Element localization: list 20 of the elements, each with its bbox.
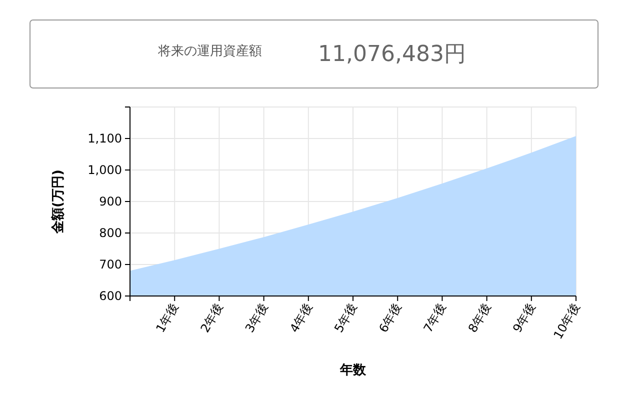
- x-tick-label: 6年後: [376, 300, 404, 335]
- y-tick-label: 1,100: [88, 132, 122, 146]
- y-tick-label: 1,000: [88, 163, 122, 177]
- y-tick-label: 600: [99, 289, 122, 303]
- x-tick-label: 7年後: [420, 300, 449, 335]
- x-tick-label: 4年後: [287, 300, 315, 335]
- x-tick-label: 1年後: [153, 300, 182, 335]
- x-tick-label: 8年後: [465, 300, 494, 335]
- x-tick-label: 2年後: [198, 300, 226, 335]
- y-tick-label: 800: [99, 226, 122, 240]
- x-tick-label: 5年後: [332, 300, 360, 335]
- text: 11,076,483円: [318, 42, 466, 67]
- y-tick-label: 700: [99, 258, 122, 272]
- y-axis-title: 金額(万円): [50, 170, 66, 234]
- x-axis-title: 年数: [339, 363, 367, 378]
- x-tick-label: 9年後: [510, 300, 538, 335]
- x-tick-label: 10年後: [550, 300, 583, 342]
- text: 将来の運用資産額: [157, 43, 262, 59]
- x-tick-label: 3年後: [242, 300, 270, 335]
- y-tick-label: 900: [99, 194, 122, 208]
